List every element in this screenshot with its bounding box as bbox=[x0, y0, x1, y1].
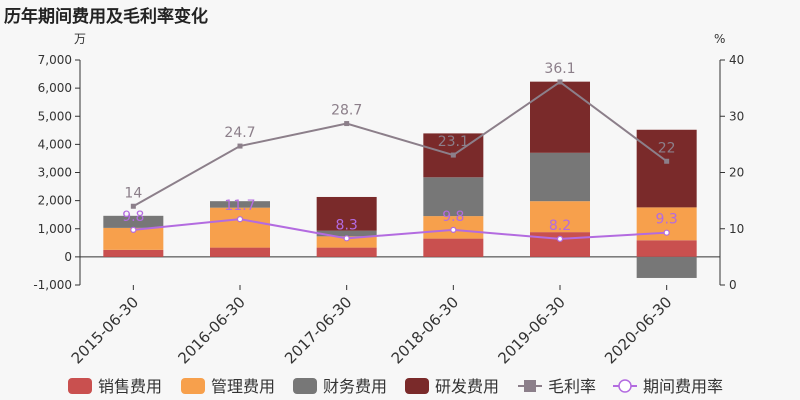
bar-segment bbox=[530, 81, 590, 153]
x-tick-label: 2018-06-30 bbox=[388, 293, 462, 367]
data-label: 9.3 bbox=[656, 212, 678, 228]
data-label: 11.7 bbox=[224, 198, 255, 214]
legend-swatch bbox=[68, 378, 92, 394]
bar-segment bbox=[316, 247, 377, 257]
left-tick-label: 2,000 bbox=[38, 194, 72, 208]
legend-label: 期间费用率 bbox=[643, 377, 723, 396]
line-series bbox=[132, 80, 668, 208]
left-tick-label: 4,000 bbox=[38, 137, 72, 151]
bar-segment bbox=[316, 196, 377, 231]
line-point bbox=[556, 235, 564, 242]
right-tick-label: 10 bbox=[729, 222, 744, 236]
left-tick-label: 1,000 bbox=[38, 222, 72, 236]
bar-segment bbox=[210, 201, 270, 208]
bar-segment bbox=[103, 249, 164, 257]
data-label: 36.1 bbox=[544, 61, 575, 77]
data-label: 22 bbox=[658, 140, 676, 156]
line-point bbox=[450, 226, 457, 233]
left-tick-label: 7,000 bbox=[38, 53, 72, 67]
line-point bbox=[343, 235, 350, 242]
line-point bbox=[237, 143, 243, 149]
bar-segment bbox=[103, 215, 164, 228]
bar-segment bbox=[210, 207, 270, 248]
right-tick-label: 30 bbox=[729, 109, 744, 123]
bar-segment bbox=[316, 236, 377, 248]
right-axis-unit: % bbox=[714, 32, 725, 46]
bar-segment bbox=[316, 230, 377, 237]
data-label: 23.1 bbox=[438, 134, 469, 150]
line-point bbox=[344, 121, 350, 127]
data-label: 28.7 bbox=[331, 103, 362, 119]
bar-segment bbox=[210, 247, 270, 257]
bar-segment bbox=[423, 238, 484, 257]
x-tick-label: 2019-06-30 bbox=[494, 293, 568, 367]
bar-segment bbox=[423, 177, 484, 217]
bar-segment bbox=[636, 256, 697, 278]
legend-marker bbox=[618, 379, 632, 393]
x-tick-label: 2015-06-30 bbox=[68, 293, 142, 367]
left-tick-label: 5,000 bbox=[38, 109, 72, 123]
bar-segment bbox=[103, 227, 164, 250]
right-tick-label: 40 bbox=[729, 53, 744, 67]
line-point bbox=[130, 226, 137, 233]
legend-label: 销售费用 bbox=[98, 377, 162, 396]
right-tick-label: 0 bbox=[729, 278, 737, 292]
legend-label: 管理费用 bbox=[211, 377, 275, 396]
bar-segment bbox=[530, 201, 590, 233]
legend-swatch bbox=[293, 378, 317, 394]
legend-swatch bbox=[181, 378, 205, 394]
legend-marker bbox=[524, 380, 536, 392]
chart-title: 历年期间费用及毛利率变化 bbox=[4, 7, 208, 27]
line-point bbox=[130, 203, 136, 209]
legend-label: 财务费用 bbox=[323, 377, 387, 396]
data-label: 9.8 bbox=[442, 209, 464, 225]
data-label: 8.2 bbox=[549, 218, 571, 234]
bar-segment bbox=[530, 152, 590, 202]
left-tick-label: 3,000 bbox=[38, 166, 72, 180]
legend-swatch bbox=[405, 378, 429, 394]
right-tick-label: 20 bbox=[729, 166, 744, 180]
line-point bbox=[663, 229, 670, 236]
bar-segment bbox=[636, 240, 697, 257]
x-tick-label: 2017-06-30 bbox=[281, 293, 355, 367]
line-point bbox=[557, 79, 563, 85]
bar-segment bbox=[636, 129, 697, 208]
line-series bbox=[133, 218, 667, 240]
data-label: 9.8 bbox=[122, 209, 144, 225]
legend-label: 研发费用 bbox=[435, 377, 499, 396]
left-tick-label: -1,000 bbox=[33, 278, 72, 292]
data-label: 8.3 bbox=[336, 217, 358, 233]
x-tick-label: 2020-06-30 bbox=[601, 293, 675, 367]
data-label: 14 bbox=[124, 185, 142, 201]
x-tick-label: 2016-06-30 bbox=[174, 293, 248, 367]
left-tick-label: 0 bbox=[64, 250, 72, 264]
line-point bbox=[450, 152, 456, 158]
data-label: 24.7 bbox=[224, 125, 255, 141]
left-axis-unit: 万 bbox=[74, 32, 86, 46]
legend-label: 毛利率 bbox=[548, 377, 596, 396]
line-point bbox=[236, 216, 244, 223]
line-point bbox=[664, 158, 670, 164]
left-tick-label: 6,000 bbox=[38, 81, 72, 95]
